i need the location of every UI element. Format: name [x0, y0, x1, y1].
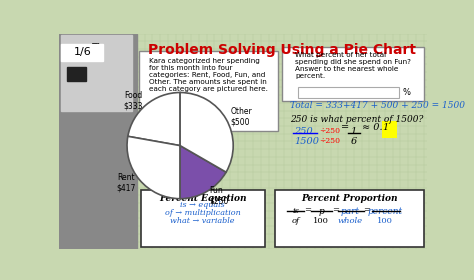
Text: whole: whole: [337, 217, 363, 225]
FancyBboxPatch shape: [283, 47, 423, 101]
Text: 6: 6: [351, 137, 357, 146]
Text: =: =: [332, 207, 338, 215]
Text: percent: percent: [367, 207, 402, 216]
Text: 250 is what percent of 1500?: 250 is what percent of 1500?: [290, 115, 424, 124]
Text: Other
$500: Other $500: [231, 107, 253, 126]
Wedge shape: [180, 146, 226, 199]
Text: Percent Proportion: Percent Proportion: [301, 194, 397, 203]
Text: ÷250: ÷250: [319, 127, 340, 135]
Text: What percent of her total
spending did she spend on Fun?
Answer to the nearest w: What percent of her total spending did s…: [295, 52, 411, 79]
Text: of: of: [292, 217, 300, 225]
Text: =: =: [363, 207, 370, 215]
Text: what → variable: what → variable: [170, 217, 235, 225]
Wedge shape: [180, 92, 233, 172]
Bar: [382, 122, 397, 138]
Text: %: %: [402, 88, 410, 97]
FancyBboxPatch shape: [141, 190, 264, 247]
Text: Kara categorized her spending
for this month into four
categories: Rent, Food, F: Kara categorized her spending for this m…: [149, 58, 267, 92]
Text: of → multiplication: of → multiplication: [165, 209, 240, 217]
Text: =: =: [304, 207, 311, 215]
Text: 100: 100: [377, 217, 392, 225]
Text: p: p: [319, 207, 324, 216]
Bar: [61, 35, 132, 111]
Text: part: part: [340, 207, 359, 216]
Text: 1500: 1500: [294, 137, 319, 146]
Text: 1/6: 1/6: [73, 47, 91, 57]
Text: ≈ 0.: ≈ 0.: [362, 123, 383, 132]
Text: TI-: TI-: [92, 43, 104, 52]
Text: is: is: [292, 207, 299, 215]
Text: Fun
$250: Fun $250: [210, 186, 228, 206]
Text: Food
$333: Food $333: [123, 91, 143, 111]
Bar: [61, 44, 103, 60]
Text: Rent
$417: Rent $417: [116, 173, 136, 193]
Text: 250: 250: [294, 127, 313, 136]
Bar: [298, 87, 399, 98]
FancyBboxPatch shape: [275, 190, 423, 247]
Text: =: =: [341, 123, 349, 132]
Text: 100: 100: [313, 217, 329, 225]
FancyBboxPatch shape: [139, 51, 278, 131]
Bar: [59, 34, 137, 249]
Wedge shape: [128, 92, 180, 146]
Text: is → equals: is → equals: [180, 202, 225, 209]
Text: 1: 1: [383, 123, 389, 132]
Bar: [67, 67, 86, 81]
Text: Percent Equation: Percent Equation: [159, 194, 246, 203]
Text: Total = 333+417 + 500 + 250 = 1500: Total = 333+417 + 500 + 250 = 1500: [290, 101, 465, 110]
Text: Problem Solving Using a Pie Chart: Problem Solving Using a Pie Chart: [148, 43, 416, 57]
Text: 1: 1: [351, 127, 357, 136]
Wedge shape: [127, 136, 180, 199]
Text: ÷250: ÷250: [319, 137, 340, 145]
